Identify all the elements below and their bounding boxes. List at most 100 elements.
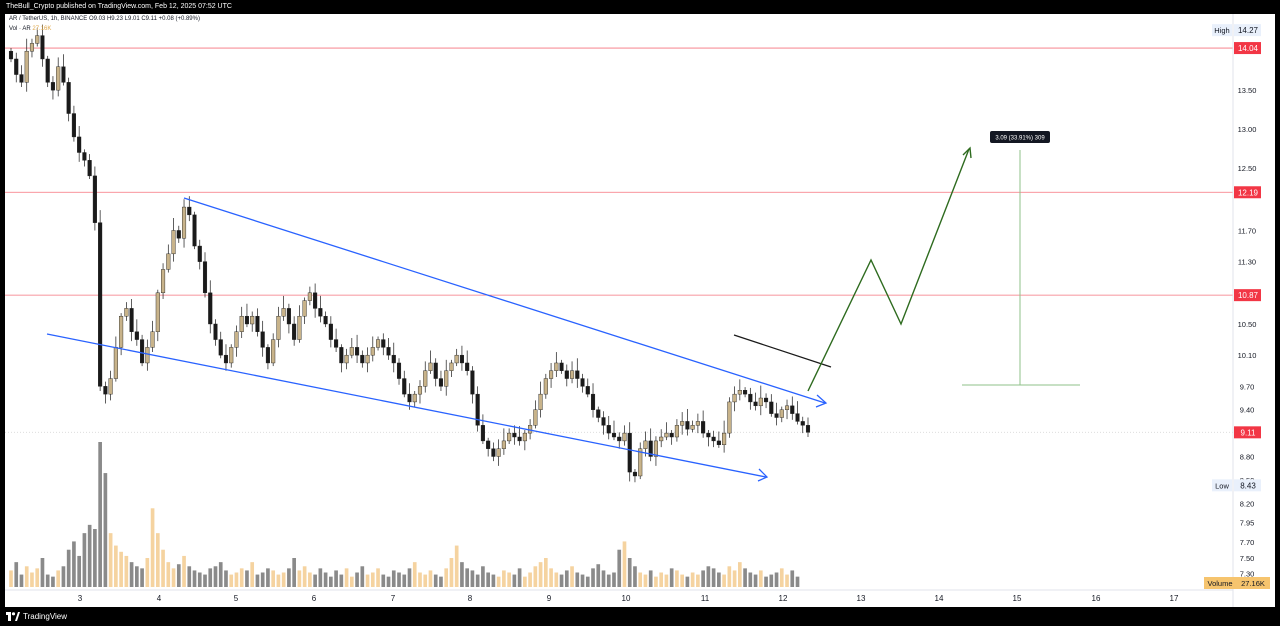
candle[interactable] (606, 425, 611, 434)
tradingview-logo[interactable]: TradingView (6, 610, 67, 623)
candle[interactable] (40, 35, 45, 60)
candle[interactable] (748, 393, 753, 403)
candle[interactable] (155, 292, 160, 332)
candle[interactable] (355, 347, 360, 356)
candle[interactable] (632, 471, 638, 477)
channel-upper-line[interactable] (183, 197, 826, 404)
candle[interactable] (486, 440, 491, 449)
candle[interactable] (161, 269, 166, 294)
candle[interactable] (391, 354, 396, 364)
price-chart[interactable]: 3.09 (33.91%) 309 3 4 5 6 7 8 9 10 11 12 13 14 15 16 1… (5, 14, 1275, 607)
candle[interactable] (764, 397, 769, 403)
candle[interactable] (192, 214, 197, 247)
candle[interactable] (166, 253, 171, 270)
candle[interactable] (580, 378, 585, 387)
candle[interactable] (470, 370, 475, 395)
candle[interactable] (758, 397, 763, 407)
candle[interactable] (250, 315, 255, 325)
candle[interactable] (8, 50, 14, 60)
candle[interactable] (239, 315, 244, 332)
candle[interactable] (706, 432, 711, 438)
candle[interactable] (769, 401, 774, 414)
candle[interactable] (386, 347, 391, 356)
candle[interactable] (187, 206, 192, 216)
candle[interactable] (491, 448, 496, 457)
candle[interactable] (501, 440, 506, 449)
candle[interactable] (176, 230, 181, 239)
candle[interactable] (29, 43, 35, 52)
candle[interactable] (197, 245, 202, 262)
candle[interactable] (129, 308, 134, 332)
candle[interactable] (82, 152, 87, 161)
candle[interactable] (260, 331, 265, 348)
candle[interactable] (98, 222, 103, 387)
candle[interactable] (622, 432, 627, 442)
candle[interactable] (134, 331, 139, 340)
candle[interactable] (549, 370, 554, 379)
candle[interactable] (465, 362, 470, 371)
candle[interactable] (124, 308, 129, 317)
candle[interactable] (559, 362, 564, 371)
candle[interactable] (444, 370, 449, 387)
candle[interactable] (56, 66, 61, 91)
candle[interactable] (292, 323, 297, 340)
candle[interactable] (181, 206, 187, 239)
candle[interactable] (795, 413, 800, 422)
candle[interactable] (234, 331, 239, 348)
candle[interactable] (286, 308, 291, 325)
candle[interactable] (61, 66, 66, 83)
candle[interactable] (543, 378, 548, 395)
candle[interactable] (659, 436, 664, 442)
candle[interactable] (302, 300, 307, 317)
candle[interactable] (638, 448, 643, 477)
candle[interactable] (349, 347, 354, 356)
candle[interactable] (423, 370, 428, 387)
candle[interactable] (685, 421, 690, 430)
candle[interactable] (344, 354, 349, 364)
candle[interactable] (412, 393, 417, 403)
candle[interactable] (805, 425, 811, 433)
candle[interactable] (585, 386, 590, 395)
chart-panel[interactable]: 3.09 (33.91%) 309 3 4 5 6 7 8 9 10 11 12 13 14 15 16 1… (5, 14, 1275, 607)
candle[interactable] (664, 432, 669, 438)
candle[interactable] (617, 436, 622, 442)
candle[interactable] (244, 315, 249, 325)
candle[interactable] (643, 440, 648, 449)
candle[interactable] (417, 386, 423, 395)
candle[interactable] (507, 432, 512, 442)
candle[interactable] (50, 82, 55, 91)
candle[interactable] (19, 74, 24, 83)
candle[interactable] (564, 370, 569, 379)
candle[interactable] (449, 362, 454, 371)
candle[interactable] (113, 347, 118, 379)
candle[interactable] (318, 308, 323, 317)
candle[interactable] (145, 347, 150, 364)
candle[interactable] (590, 393, 596, 410)
candle[interactable] (334, 339, 339, 348)
candle[interactable] (119, 315, 124, 348)
candle[interactable] (680, 421, 685, 426)
candle[interactable] (690, 425, 695, 430)
candle[interactable] (496, 448, 501, 457)
candle[interactable] (695, 421, 700, 426)
candle[interactable] (753, 401, 758, 407)
candle[interactable] (255, 315, 260, 332)
candle[interactable] (218, 339, 223, 356)
candle[interactable] (774, 413, 779, 418)
candle[interactable] (538, 393, 543, 410)
candle[interactable] (323, 315, 328, 325)
candle[interactable] (800, 421, 805, 426)
candle[interactable] (428, 362, 433, 371)
candle[interactable] (276, 315, 281, 340)
candle[interactable] (103, 386, 108, 395)
candle[interactable] (208, 292, 213, 325)
candle[interactable] (365, 354, 370, 364)
candle[interactable] (281, 308, 286, 317)
candle[interactable] (140, 339, 145, 364)
candle[interactable] (533, 409, 538, 426)
candle[interactable] (265, 347, 270, 364)
candle[interactable] (297, 315, 302, 340)
candle[interactable] (779, 409, 784, 418)
candle[interactable] (202, 261, 208, 294)
candle[interactable] (223, 354, 229, 364)
